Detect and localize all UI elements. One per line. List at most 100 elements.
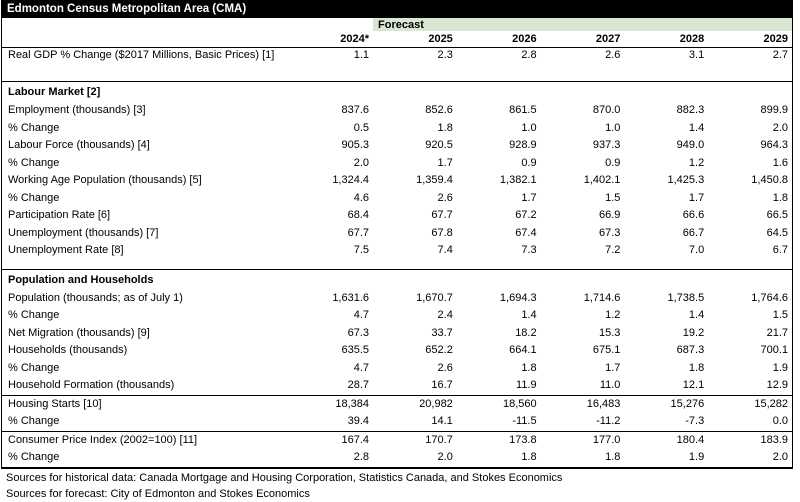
row-label: Labour Force (thousands) [4] <box>2 137 289 155</box>
cell-value: 837.6 <box>289 102 373 120</box>
cell-value: 1,359.4 <box>373 172 457 190</box>
section-label: Labour Market [2] <box>2 82 792 102</box>
cell-value: 173.8 <box>457 432 541 450</box>
cell-value: 870.0 <box>541 102 625 120</box>
row-label: % Change <box>2 360 289 378</box>
cell-value: -11.5 <box>457 413 541 431</box>
cell-value: 861.5 <box>457 102 541 120</box>
cell-value: 949.0 <box>624 137 708 155</box>
row-label: % Change <box>2 449 289 467</box>
cell-value: 700.1 <box>708 342 792 360</box>
cell-value: 1.7 <box>541 360 625 378</box>
cell-value: 12.1 <box>624 377 708 395</box>
sources-historical-note: Sources for historical data: Canada Mort… <box>2 471 782 487</box>
row-label: Employment (thousands) [3] <box>2 102 289 120</box>
cell-value: 675.1 <box>541 342 625 360</box>
cell-value: 1,425.3 <box>624 172 708 190</box>
cell-value: 20,982 <box>373 396 457 414</box>
row-label: Household Formation (thousands) <box>2 377 289 395</box>
year-column-header: 2027 <box>541 31 625 47</box>
cell-value: 67.3 <box>541 225 625 243</box>
cell-value: 7.3 <box>457 242 541 260</box>
source-notes: Sources for historical data: Canada Mort… <box>2 471 782 502</box>
cell-value: 1.8 <box>541 449 625 467</box>
row-label: Unemployment Rate [8] <box>2 242 289 260</box>
table-row: Consumer Price Index (2002=100) [11]167.… <box>2 431 792 450</box>
section-label: Population and Households <box>2 270 792 290</box>
cell-value: 18,560 <box>457 396 541 414</box>
spacer-row <box>2 260 792 269</box>
cell-value: 2.8 <box>289 449 373 467</box>
cell-value: 1.5 <box>541 190 625 208</box>
cell-value: 1,764.6 <box>708 290 792 308</box>
cell-value: 15.3 <box>541 325 625 343</box>
cell-value: 1.2 <box>541 307 625 325</box>
cell-value: 1,402.1 <box>541 172 625 190</box>
cell-value: 183.9 <box>708 432 792 450</box>
cell-value: 4.7 <box>289 307 373 325</box>
cell-value: 1,324.4 <box>289 172 373 190</box>
row-label: Unemployment (thousands) [7] <box>2 225 289 243</box>
row-label: % Change <box>2 155 289 173</box>
cell-value: 905.3 <box>289 137 373 155</box>
cell-value: 1,631.6 <box>289 290 373 308</box>
cell-value: 687.3 <box>624 342 708 360</box>
row-label: Households (thousands) <box>2 342 289 360</box>
cell-value: 1.8 <box>457 360 541 378</box>
cell-value: 64.5 <box>708 225 792 243</box>
cell-value: 1,738.5 <box>624 290 708 308</box>
cell-value: 18,384 <box>289 396 373 414</box>
cell-value: 1.4 <box>457 307 541 325</box>
cell-value: 928.9 <box>457 137 541 155</box>
cell-value: 664.1 <box>457 342 541 360</box>
section-header-row: Labour Market [2] <box>2 81 792 102</box>
cell-value: 2.6 <box>373 190 457 208</box>
row-label: Population (thousands; as of July 1) <box>2 290 289 308</box>
cell-value: 67.4 <box>457 225 541 243</box>
cell-value: 2.7 <box>708 48 792 64</box>
cell-value: 0.9 <box>457 155 541 173</box>
cell-value: 882.3 <box>624 102 708 120</box>
cell-value: 1.7 <box>457 190 541 208</box>
cell-value: 1.0 <box>541 120 625 138</box>
cell-value: 67.3 <box>289 325 373 343</box>
cell-value: 33.7 <box>373 325 457 343</box>
cell-value: 39.4 <box>289 413 373 431</box>
cell-value: 170.7 <box>373 432 457 450</box>
cell-value: 4.7 <box>289 360 373 378</box>
cell-value: 11.9 <box>457 377 541 395</box>
cell-value: 852.6 <box>373 102 457 120</box>
year-column-header: 2026 <box>457 31 541 47</box>
row-label: % Change <box>2 190 289 208</box>
cell-value: 12.9 <box>708 377 792 395</box>
cell-value: 7.5 <box>289 242 373 260</box>
cell-value: 16.7 <box>373 377 457 395</box>
cell-value: 1.8 <box>624 360 708 378</box>
cell-value: 1.4 <box>624 307 708 325</box>
cell-value: 2.0 <box>289 155 373 173</box>
cell-value: 1.2 <box>624 155 708 173</box>
cell-value: 0.5 <box>289 120 373 138</box>
cell-value: 1,694.3 <box>457 290 541 308</box>
forecast-table: Edmonton Census Metropolitan Area (CMA) … <box>1 0 793 469</box>
cell-value: 7.0 <box>624 242 708 260</box>
cell-value: 177.0 <box>541 432 625 450</box>
cell-value: 0.0 <box>708 413 792 431</box>
table-row: Population (thousands; as of July 1)1,63… <box>2 290 792 308</box>
cell-value: 2.8 <box>457 48 541 64</box>
forecast-band-label: Forecast <box>373 18 792 31</box>
cell-value: 1.0 <box>457 120 541 138</box>
cell-value: 2.0 <box>373 449 457 467</box>
row-label: Real GDP % Change ($2017 Millions, Basic… <box>2 48 289 64</box>
cell-value: 1.7 <box>624 190 708 208</box>
